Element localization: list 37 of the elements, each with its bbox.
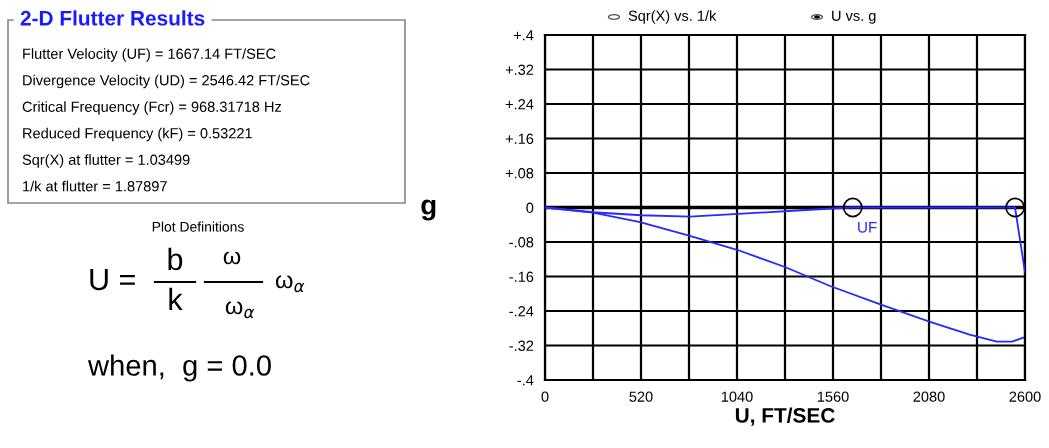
text: 1/k at flutter = 1.87897 — [23, 180, 167, 192]
text: ω$_{α}$ — [225, 301, 255, 319]
x-axis-title: U, FT/SEC — [735, 407, 835, 426]
x-tick-label: 1560 — [817, 391, 849, 402]
y-tick-label: -.08 — [509, 237, 534, 248]
y-tick-label: +.4 — [513, 30, 534, 41]
text: U vs. g — [832, 10, 876, 24]
text: Divergence Velocity (UD) = 2546.42 FT/SEC — [23, 74, 310, 89]
text: 2-D Flutter Results — [20, 10, 205, 26]
y-tick-label: +.08 — [505, 168, 534, 179]
y-tick-label: +.24 — [505, 99, 534, 110]
text: ω — [223, 251, 241, 265]
annotation: UF — [858, 221, 877, 233]
x-tick-label: 0 — [541, 391, 549, 402]
y-tick-label: +.32 — [505, 64, 534, 75]
text: Critical Frequency (Fcr) = 968.31718 Hz — [22, 101, 282, 115]
text: Sqr(X) vs. 1/k — [628, 10, 717, 24]
text: Plot Definitions — [152, 221, 244, 232]
text: Flutter Velocity (UF) = 1667.14 FT/SEC — [23, 48, 276, 62]
x-tick-label: 1040 — [721, 391, 753, 402]
y-tick-label: -.32 — [509, 340, 534, 351]
text: when, g = 0.0 — [87, 354, 271, 382]
text: U = — [90, 268, 135, 291]
text: k — [169, 287, 183, 310]
text: Sqr(X) at flutter = 1.03499 — [22, 154, 190, 168]
x-tick-label: 2080 — [913, 391, 945, 402]
y-axis-title: g — [421, 199, 436, 221]
y-tick-label: 0 — [526, 202, 534, 213]
x-tick-label: 520 — [629, 391, 653, 402]
text: b — [168, 247, 183, 271]
y-tick-label: -.16 — [509, 271, 534, 282]
y-tick-label: -.4 — [517, 375, 534, 386]
text: ω$_{α}$ — [275, 275, 305, 293]
y-tick-label: -.24 — [509, 306, 534, 317]
x-tick-label: 2600 — [1009, 391, 1041, 402]
text: Reduced Frequency (kF) = 0.53221 — [23, 127, 252, 142]
y-tick-label: +.16 — [505, 133, 534, 144]
